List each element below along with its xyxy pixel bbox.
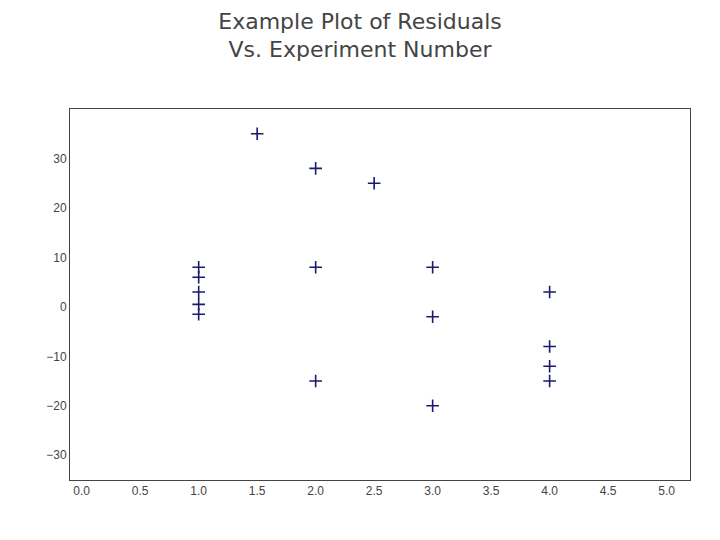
svg-text:Example Plot of ResidualsVs. E: Example Plot of ResidualsVs. Experiment …: [218, 9, 501, 63]
svg-text:2.5: 2.5: [366, 484, 383, 498]
svg-text:4.5: 4.5: [600, 484, 617, 498]
svg-text:1.0: 1.0: [190, 484, 207, 498]
svg-text:30: 30: [53, 152, 67, 166]
svg-text:3.0: 3.0: [424, 484, 441, 498]
svg-text:4.0: 4.0: [541, 484, 558, 498]
svg-text:3.5: 3.5: [483, 484, 500, 498]
svg-text:5.0: 5.0: [658, 484, 675, 498]
svg-text:10: 10: [53, 251, 67, 265]
svg-text:−10: −10: [46, 350, 67, 364]
svg-text:0.5: 0.5: [132, 484, 149, 498]
svg-text:1.5: 1.5: [249, 484, 266, 498]
svg-text:−20: −20: [46, 399, 67, 413]
svg-text:0.0: 0.0: [73, 484, 90, 498]
svg-text:2.0: 2.0: [307, 484, 324, 498]
svg-text:−30: −30: [46, 448, 67, 462]
svg-text:20: 20: [53, 201, 67, 215]
svg-text:0: 0: [60, 300, 67, 314]
